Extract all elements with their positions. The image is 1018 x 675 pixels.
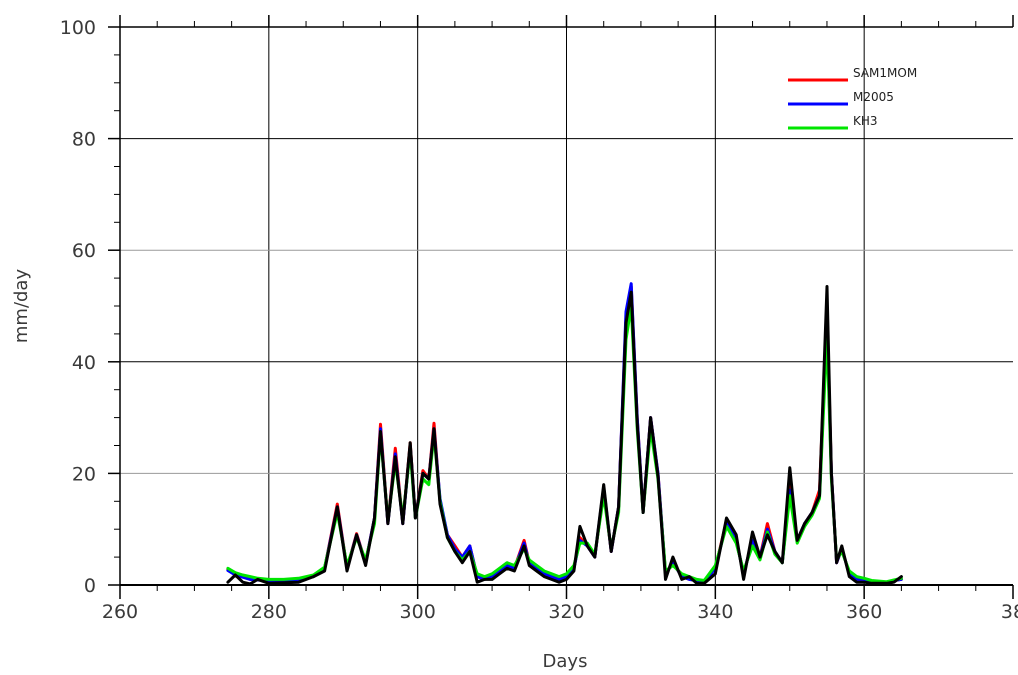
series-lines <box>226 282 903 586</box>
x-tick-label: 38 <box>1001 601 1018 623</box>
x-tick-label: 320 <box>548 601 584 623</box>
tick-labels: 26028030032034036038020406080100 <box>60 17 1018 623</box>
legend-label-kh3: KH3 <box>853 114 878 128</box>
y-tick-label: 20 <box>72 463 96 485</box>
grid <box>120 27 1013 585</box>
y-tick-label: 100 <box>60 17 96 39</box>
x-tick-label: 280 <box>251 601 287 623</box>
y-axis-title: mm/day <box>11 269 32 344</box>
y-tick-label: 0 <box>84 575 96 597</box>
series-line-unlabeled <box>226 285 903 586</box>
x-tick-label: 360 <box>846 601 882 623</box>
legend-label-m2005: M2005 <box>853 90 894 104</box>
x-tick-label: 300 <box>400 601 436 623</box>
legend: SAM1MOM M2005 KH3 <box>788 66 917 130</box>
x-tick-label: 340 <box>697 601 733 623</box>
legend-label-sam1mom: SAM1MOM <box>853 66 917 80</box>
y-tick-label: 80 <box>72 129 96 151</box>
axes <box>108 15 1014 599</box>
y-tick-label: 40 <box>72 352 96 374</box>
y-tick-label: 60 <box>72 240 96 262</box>
x-tick-label: 260 <box>102 601 138 623</box>
x-axis-title: Days <box>543 651 588 672</box>
